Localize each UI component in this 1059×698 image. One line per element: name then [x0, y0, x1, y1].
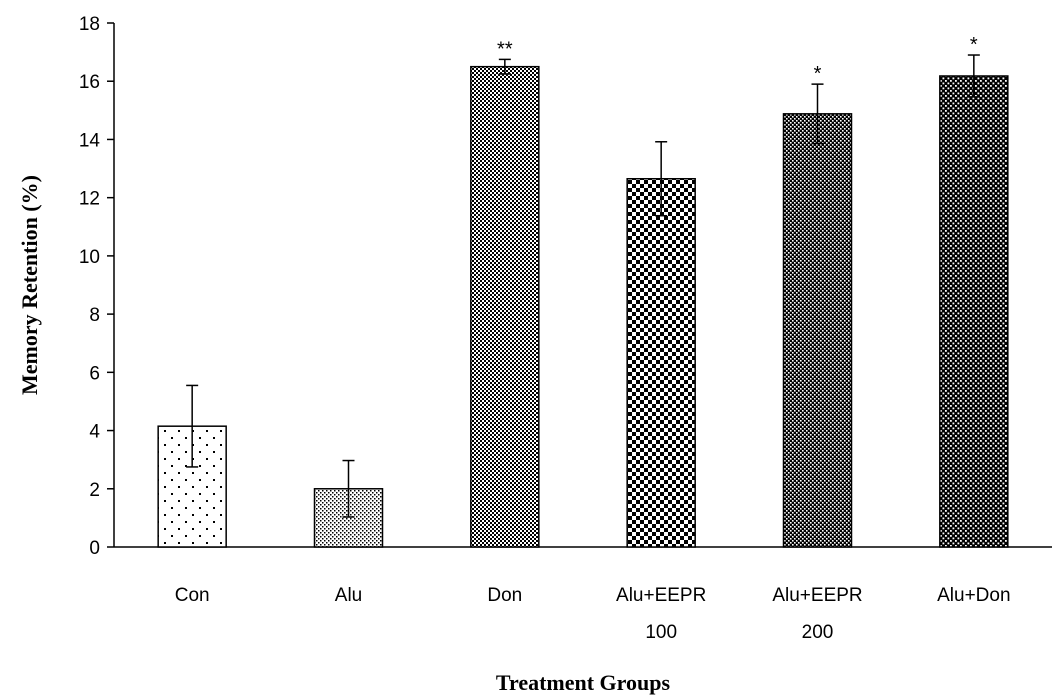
- significance-label: *: [970, 34, 978, 56]
- y-tick-label: 14: [79, 130, 101, 151]
- significance-label: *: [814, 63, 822, 85]
- x-tick-label: Alu: [335, 585, 362, 606]
- y-tick-label: 16: [79, 72, 100, 93]
- y-axis-title: Memory Retention (%): [17, 175, 42, 395]
- significance-label: **: [497, 38, 513, 60]
- bars: [157, 65, 1009, 548]
- x-tick-label: Alu+EEPR 200: [772, 585, 862, 643]
- x-tick-label: Con: [175, 585, 210, 606]
- x-tick-label: Don: [487, 585, 522, 606]
- y-tick-label: 6: [89, 363, 100, 384]
- y-axis: 0 2 4 6 8 10 12 14 16 18: [79, 14, 115, 559]
- bar: [782, 113, 853, 548]
- x-tick-label: Alu+Don: [937, 585, 1010, 606]
- bar: [470, 65, 540, 548]
- x-axis-title: Treatment Groups: [496, 670, 671, 695]
- bar: [939, 75, 1009, 548]
- error-bars: [186, 54, 980, 518]
- x-tick-label: Alu+EEPR 100: [616, 585, 706, 643]
- y-tick-label: 4: [89, 422, 100, 443]
- y-tick-label: 18: [79, 14, 100, 35]
- y-tick-label: 12: [79, 189, 100, 210]
- y-tick-label: 8: [89, 305, 100, 326]
- significance-labels: ****: [497, 34, 978, 85]
- y-tick-label: 2: [89, 480, 100, 501]
- bar: [626, 177, 696, 548]
- y-tick-label: 10: [79, 247, 100, 268]
- x-axis: Con Alu Don Alu+EEPR 100 Alu+EEPR 200 Alu+Don: [114, 546, 1052, 643]
- y-tick-label: 0: [89, 538, 100, 559]
